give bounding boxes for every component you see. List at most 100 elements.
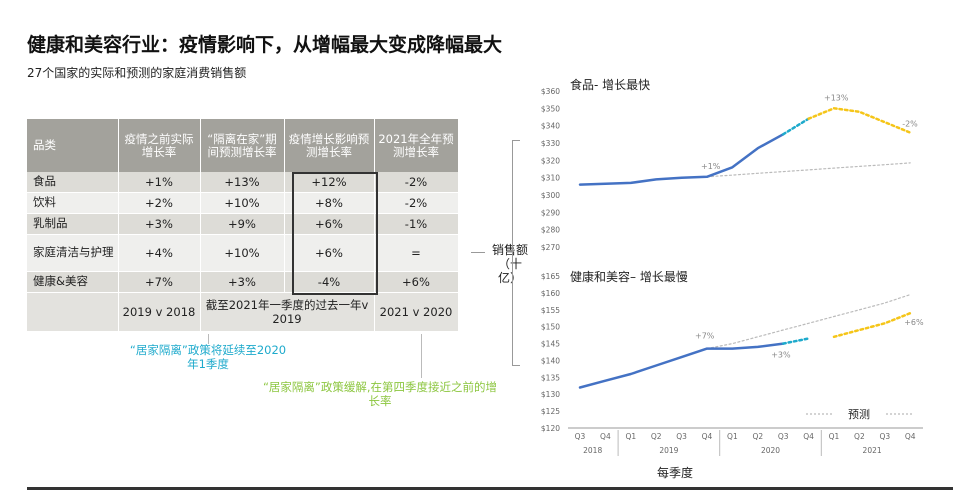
- data-annotation: +3%: [771, 351, 791, 360]
- y-tick-label: $135: [541, 373, 560, 382]
- footer-period-2: 截至2021年一季度的过去一年v 2019: [200, 292, 375, 332]
- cell-value: -4%: [284, 271, 375, 293]
- y-tick-label: $145: [541, 340, 560, 349]
- year-label: 2020: [761, 446, 780, 455]
- connector-line: [421, 334, 422, 378]
- footer-period-1: 2019 v 2018: [118, 292, 201, 332]
- chart-title: 健康和美容– 增长最慢: [570, 269, 688, 284]
- cell-value: +3%: [200, 271, 285, 293]
- cell-value: +6%: [284, 213, 375, 235]
- growth-table: 品类 疫情之前实际增长率 “隔离在家”期间预测增长率 疫情增长影响预测增长率 2…: [27, 119, 459, 332]
- y-tick-label: $150: [541, 323, 560, 332]
- table-row: 健康&美容 +7% +3% -4% +6%: [27, 271, 459, 293]
- table-row: 食品 +1% +13% +12% -2%: [27, 172, 459, 193]
- table-footer-row: 2019 v 2018 截至2021年一季度的过去一年v 2019 2021 v…: [27, 292, 459, 332]
- data-annotation: -2%: [902, 120, 918, 129]
- y-tick-label: $300: [541, 191, 560, 200]
- series-line-bridge: [781, 117, 810, 136]
- series-line-actual: [578, 133, 785, 186]
- cell-value: +8%: [284, 192, 375, 214]
- note-lockdown-eases: “居家隔离”政策缓解,在第四季度接近之前的增长率: [262, 380, 498, 408]
- header-category: 品类: [27, 119, 119, 172]
- year-label: 2018: [583, 446, 602, 455]
- series-line-trend: [706, 162, 911, 178]
- y-tick-label: $360: [541, 87, 560, 96]
- x-tick-label: Q4: [600, 432, 611, 441]
- x-tick-label: Q3: [575, 432, 586, 441]
- cell-value: +7%: [118, 271, 201, 293]
- table-row: 家庭清洁与护理 +4% +10% +6% =: [27, 234, 459, 272]
- cell-value: +10%: [200, 234, 285, 272]
- y-tick-label: $320: [541, 156, 560, 165]
- header-impact: 疫情增长影响预测增长率: [284, 119, 375, 172]
- data-annotation: +7%: [695, 332, 715, 341]
- data-annotation: +13%: [824, 93, 849, 102]
- series-line-forecast: [807, 107, 912, 134]
- y-tick-label: $155: [541, 306, 560, 315]
- series-line-forecast: [832, 311, 912, 339]
- cell-value: +13%: [200, 172, 285, 193]
- data-annotation: +6%: [904, 318, 924, 327]
- x-tick-label: Q4: [803, 432, 814, 441]
- x-tick-label: Q1: [625, 432, 636, 441]
- header-pre-pandemic: 疫情之前实际增长率: [118, 119, 201, 172]
- table-header-row: 品类 疫情之前实际增长率 “隔离在家”期间预测增长率 疫情增长影响预测增长率 2…: [27, 119, 459, 172]
- x-tick-label: Q3: [676, 432, 687, 441]
- row-category: 饮料: [27, 192, 119, 214]
- cell-value: +4%: [118, 234, 201, 272]
- footer-period-3: 2021 v 2020: [374, 292, 459, 332]
- header-lockdown: “隔离在家”期间预测增长率: [200, 119, 285, 172]
- table-row: 乳制品 +3% +9% +6% -1%: [27, 213, 459, 235]
- cell-value: +12%: [284, 172, 375, 193]
- page-subtitle: 27个国家的实际和预测的家庭消费销售额: [27, 66, 247, 80]
- y-tick-label: $120: [541, 424, 560, 433]
- x-tick-label: Q2: [651, 432, 662, 441]
- bottom-rule: [27, 487, 953, 490]
- y-tick-label: $140: [541, 356, 560, 365]
- x-tick-label: Q4: [702, 432, 713, 441]
- data-annotation: +1%: [701, 162, 721, 171]
- y-tick-label: $290: [541, 208, 560, 217]
- table-row: 饮料 +2% +10% +8% -2%: [27, 192, 459, 214]
- connector-line: [471, 252, 485, 253]
- y-tick-label: $125: [541, 407, 560, 416]
- bracket: [512, 140, 520, 366]
- series-line-actual: [578, 342, 785, 389]
- page-title: 健康和美容行业：疫情影响下，从增幅最大变成降幅最大: [27, 34, 503, 56]
- cell-value: +3%: [118, 213, 201, 235]
- cell-value: +2%: [118, 192, 201, 214]
- header-2021: 2021年全年预测增长率: [374, 119, 459, 172]
- cell-value: +9%: [200, 213, 285, 235]
- cell-value: -1%: [374, 213, 459, 235]
- x-tick-label: Q3: [778, 432, 789, 441]
- x-tick-label: Q4: [905, 432, 916, 441]
- y-tick-label: $165: [541, 272, 560, 281]
- row-category: 家庭清洁与护理: [27, 234, 119, 272]
- y-tick-label: $310: [541, 174, 560, 183]
- sales-label: 销售额（十亿）: [490, 243, 530, 285]
- series-line-trend: [706, 294, 911, 350]
- y-tick-label: $160: [541, 289, 560, 298]
- cell-value: +6%: [374, 271, 459, 293]
- sales-label-text: 销售额（十亿）: [491, 243, 528, 285]
- cell-value: +10%: [200, 192, 285, 214]
- year-label: 2019: [659, 446, 678, 455]
- row-category: 健康&美容: [27, 271, 119, 293]
- connector-line: [208, 334, 209, 344]
- cell-value: +6%: [284, 234, 375, 272]
- y-tick-label: $350: [541, 104, 560, 113]
- x-tick-label: Q3: [879, 432, 890, 441]
- x-tick-label: Q2: [854, 432, 865, 441]
- chart-title: 食品- 增长最快: [570, 77, 650, 92]
- x-tick-label: Q2: [752, 432, 763, 441]
- row-category: 乳制品: [27, 213, 119, 235]
- y-tick-label: $280: [541, 226, 560, 235]
- cell-value: =: [374, 234, 459, 272]
- y-tick-label: $130: [541, 390, 560, 399]
- y-tick-label: $270: [541, 243, 560, 252]
- x-tick-label: Q1: [727, 432, 738, 441]
- y-tick-label: $330: [541, 139, 560, 148]
- x-axis-label: 每季度: [657, 465, 693, 480]
- row-category: 食品: [27, 172, 119, 193]
